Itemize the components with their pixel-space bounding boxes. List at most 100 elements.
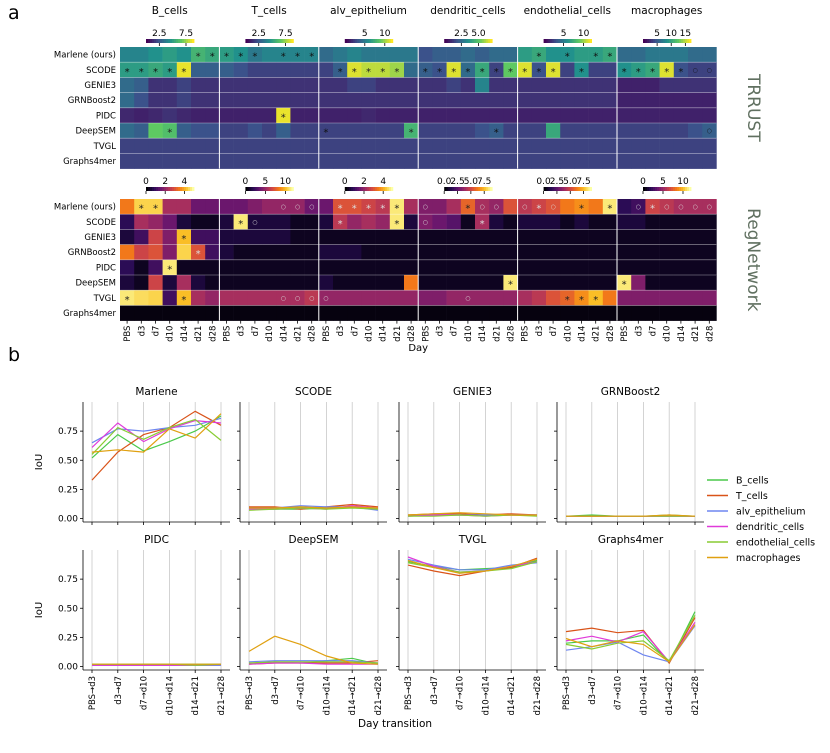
heatmap-cell bbox=[645, 123, 660, 139]
heatmap-cell bbox=[404, 244, 419, 261]
method-label: SCODE bbox=[86, 66, 116, 76]
method-label: DeepSEM bbox=[76, 127, 117, 137]
heatmap-cell bbox=[446, 92, 462, 109]
heatmap-cell bbox=[191, 107, 206, 124]
heatmap-cell bbox=[247, 107, 263, 124]
heatmap-cell bbox=[503, 153, 518, 169]
heatmap-cell bbox=[588, 305, 604, 321]
heatmap-cell bbox=[517, 305, 533, 321]
colorbar-segment bbox=[549, 39, 552, 43]
heatmap-cell bbox=[546, 275, 561, 291]
colorbar-segment bbox=[364, 39, 368, 43]
facet-title: DeepSEM bbox=[288, 534, 338, 546]
day-tick-label: d10 bbox=[464, 326, 474, 342]
facet-title: GRNBoost2 bbox=[601, 386, 661, 398]
colorbar-segment bbox=[346, 187, 350, 191]
heatmap-cell bbox=[617, 62, 632, 78]
colorbar-segment bbox=[464, 187, 467, 191]
colorbar-segment bbox=[190, 39, 193, 43]
heatmap-cell bbox=[517, 275, 533, 291]
heatmap-cell bbox=[617, 123, 632, 139]
colorbar-segment bbox=[575, 187, 578, 191]
heatmap-cell bbox=[162, 107, 178, 124]
colorbar-segment bbox=[390, 187, 394, 191]
colorbar-segment bbox=[450, 39, 453, 43]
heatmap-cell bbox=[645, 244, 660, 261]
colorbar-segment bbox=[673, 187, 676, 191]
colorbar-segment bbox=[559, 187, 562, 191]
colorbar-segment bbox=[661, 187, 664, 191]
heatmap-cell bbox=[304, 259, 320, 276]
significance-star: * bbox=[181, 234, 186, 245]
heatmap-cell bbox=[688, 244, 703, 261]
colorbar-segment bbox=[386, 39, 390, 43]
colorbar-segment bbox=[553, 187, 556, 191]
heatmap-cell bbox=[588, 62, 604, 78]
significance-star: * bbox=[125, 67, 130, 78]
colorbar-segment bbox=[261, 39, 264, 43]
heatmap-cell bbox=[602, 290, 618, 306]
heatmap-cell bbox=[134, 138, 149, 154]
colorbar-segment bbox=[358, 187, 362, 191]
heatmap-cell bbox=[404, 92, 419, 109]
day-tick-label: PBS bbox=[223, 326, 233, 342]
series-line-macrophages bbox=[249, 506, 379, 509]
heatmap-cell bbox=[176, 107, 192, 124]
heatmap-cell bbox=[617, 107, 632, 124]
day-tick-label: d28 bbox=[705, 326, 715, 342]
colorbar-segment bbox=[575, 39, 578, 43]
x-tick-label: d21→d28 bbox=[533, 676, 543, 716]
facet-title: GENIE3 bbox=[453, 386, 492, 398]
x-tick-label: d10→d14 bbox=[165, 676, 175, 716]
heatmap-cell bbox=[602, 153, 618, 169]
colorbar-segment bbox=[152, 187, 155, 191]
heatmap-cell bbox=[418, 275, 433, 291]
heatmap-cell bbox=[361, 62, 376, 78]
heatmap-cell bbox=[120, 244, 135, 261]
colorbar-segment bbox=[685, 39, 688, 43]
heatmap-cell bbox=[560, 62, 575, 78]
heatmap-cell bbox=[148, 123, 163, 139]
significance-star: * bbox=[352, 204, 357, 215]
heatmap-cell bbox=[588, 244, 604, 261]
day-tick-label: d3 bbox=[137, 326, 147, 337]
heatmap-cell bbox=[361, 199, 376, 215]
heatmap-cell bbox=[631, 77, 646, 93]
heatmap-cell bbox=[318, 153, 334, 169]
colorbar-segment bbox=[466, 187, 469, 191]
colorbar-tick-label: 0.0 bbox=[437, 177, 452, 187]
heatmap-cell bbox=[176, 214, 192, 230]
heatmap-cell bbox=[574, 138, 589, 154]
heatmap-cell bbox=[389, 305, 405, 321]
heatmap-cell bbox=[333, 62, 348, 78]
colorbar-segment bbox=[352, 187, 356, 191]
colorbar-segment bbox=[283, 187, 286, 191]
heatmap-cell bbox=[588, 92, 604, 109]
heatmap-cell bbox=[489, 77, 504, 93]
legend-label: dendritic_cells bbox=[736, 522, 804, 533]
heatmap-cell bbox=[673, 305, 689, 321]
significance-star: * bbox=[238, 52, 243, 63]
colorbar-segment bbox=[462, 39, 465, 43]
heatmap-cell bbox=[304, 138, 320, 154]
colorbar-segment bbox=[655, 187, 658, 191]
facet-pidc: PIDC 0.00 0.25 0.50 0.75 IoU PBS→d3 d3→d7 d7→d10… bbox=[34, 534, 230, 716]
day-tick-label: d10 bbox=[166, 326, 176, 342]
heatmap-cell bbox=[361, 123, 376, 139]
colorbar-tick-label: 0 bbox=[640, 177, 646, 187]
heatmap-cell bbox=[347, 305, 362, 321]
day-tick-label: d14 bbox=[578, 326, 588, 342]
heatmap-cell bbox=[645, 214, 660, 230]
colorbar-segment bbox=[287, 187, 290, 191]
heatmap-cell bbox=[290, 92, 305, 109]
heatmap-cell bbox=[418, 123, 433, 139]
heatmap-cell bbox=[162, 153, 178, 169]
heatmap-cell bbox=[318, 107, 334, 124]
heatmap-cell bbox=[446, 199, 462, 215]
y-axis-label: IoU bbox=[34, 602, 45, 618]
heatmap-cell bbox=[503, 214, 518, 230]
heatmap-cell bbox=[375, 123, 391, 139]
heatmap-cell bbox=[333, 244, 348, 261]
heatmap-cell bbox=[191, 138, 206, 154]
significance-star: * bbox=[238, 219, 243, 230]
